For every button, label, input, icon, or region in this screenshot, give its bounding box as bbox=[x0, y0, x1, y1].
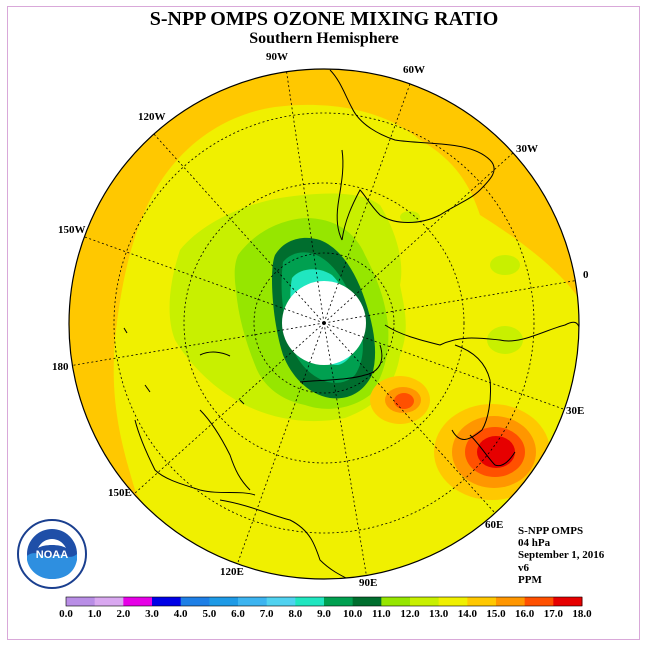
lon-label-120w: 120W bbox=[138, 111, 166, 123]
ozone-field bbox=[69, 69, 579, 579]
legend-swatch bbox=[238, 597, 268, 606]
info-date: September 1, 2016 bbox=[518, 549, 605, 562]
legend-tick-label: 2.0 bbox=[116, 608, 130, 620]
legend-tick-label: 10.0 bbox=[343, 608, 363, 620]
graticule bbox=[69, 69, 579, 579]
legend-swatch bbox=[410, 597, 440, 606]
legend-tick-label: 3.0 bbox=[145, 608, 159, 620]
legend-swatch bbox=[524, 597, 554, 606]
noaa-logo-text: NOAA bbox=[36, 549, 68, 561]
lon-label-120e: 120E bbox=[220, 566, 244, 578]
legend-tick-label: 16.0 bbox=[515, 608, 535, 620]
legend-swatch bbox=[123, 597, 153, 606]
map-subtitle: Southern Hemisphere bbox=[249, 30, 399, 47]
south-pole-marker bbox=[322, 321, 326, 325]
color-legend: 0.0 1.0 2.0 3.0 4.0 5.0 6.0 7.0 8.0 9.0 10.0 11.0 12… bbox=[59, 596, 592, 620]
lon-label-180: 180 bbox=[52, 361, 69, 373]
legend-swatch bbox=[266, 597, 296, 606]
legend-tick-label: 12.0 bbox=[400, 608, 420, 620]
legend-swatch bbox=[180, 597, 210, 606]
legend-tick-label: 13.0 bbox=[429, 608, 449, 620]
legend-swatch bbox=[438, 597, 468, 606]
legend-tick-label: 17.0 bbox=[544, 608, 564, 620]
legend-tick-label: 9.0 bbox=[317, 608, 331, 620]
longitude-labels: 90W 60W 30W 0 30E 60E 90E 120E 150E 180 … bbox=[52, 51, 589, 589]
legend-tick-label: 5.0 bbox=[202, 608, 216, 620]
legend-swatch bbox=[467, 597, 497, 606]
legend-tick-label: 0.0 bbox=[59, 608, 73, 620]
ozone-patch-16-17 bbox=[394, 393, 414, 409]
ozone-patch-11-12-c bbox=[487, 326, 523, 354]
legend-tick-label: 18.0 bbox=[572, 608, 592, 620]
lon-label-60w: 60W bbox=[403, 64, 425, 76]
lon-label-30e: 30E bbox=[566, 405, 584, 417]
legend-swatch bbox=[496, 597, 526, 606]
legend-tick-label: 15.0 bbox=[486, 608, 506, 620]
legend-swatch bbox=[324, 597, 354, 606]
legend-swatch bbox=[152, 597, 182, 606]
coastlines bbox=[123, 69, 579, 579]
lon-label-90w: 90W bbox=[266, 51, 288, 63]
legend-tick-label: 8.0 bbox=[288, 608, 302, 620]
noaa-logo: NOAA bbox=[17, 519, 87, 589]
info-version: v6 bbox=[518, 561, 529, 574]
info-block: S-NPP OMPS 04 hPa September 1, 2016 v6 P… bbox=[518, 525, 604, 586]
legend-swatch bbox=[352, 597, 382, 606]
ozone-patch-11-12-b bbox=[490, 255, 520, 275]
lon-label-90e: 90E bbox=[359, 577, 377, 589]
figure-frame bbox=[7, 6, 640, 640]
ozone-patch-11-12-a bbox=[400, 211, 420, 223]
lon-label-30w: 30W bbox=[516, 143, 538, 155]
legend-swatch bbox=[553, 597, 583, 606]
lon-label-60e: 60E bbox=[485, 519, 503, 531]
map-title: S-NPP OMPS OZONE MIXING RATIO bbox=[149, 8, 499, 30]
legend-tick-label: 11.0 bbox=[372, 608, 391, 620]
lon-label-0: 0 bbox=[583, 269, 589, 281]
map-border bbox=[68, 68, 580, 580]
legend-tick-label: 4.0 bbox=[174, 608, 188, 620]
legend-tick-label: 1.0 bbox=[88, 608, 102, 620]
legend-frame bbox=[65, 596, 583, 607]
lon-label-150e: 150E bbox=[108, 487, 132, 499]
info-instrument: S-NPP OMPS bbox=[518, 525, 584, 537]
info-pressure: 04 hPa bbox=[518, 537, 551, 550]
legend-swatch bbox=[66, 597, 96, 606]
legend-tick-label: 14.0 bbox=[458, 608, 478, 620]
legend-tick-label: 7.0 bbox=[260, 608, 274, 620]
info-units: PPM bbox=[518, 573, 542, 586]
lon-label-150w: 150W bbox=[58, 224, 86, 236]
ozone-max-17-18 bbox=[477, 436, 515, 468]
legend-tick-label: 6.0 bbox=[231, 608, 245, 620]
legend-swatch bbox=[295, 597, 325, 606]
legend-swatch bbox=[209, 597, 239, 606]
legend-swatch bbox=[381, 597, 411, 606]
ozone-patch-13-14-b bbox=[515, 175, 535, 189]
legend-swatch bbox=[94, 597, 124, 606]
